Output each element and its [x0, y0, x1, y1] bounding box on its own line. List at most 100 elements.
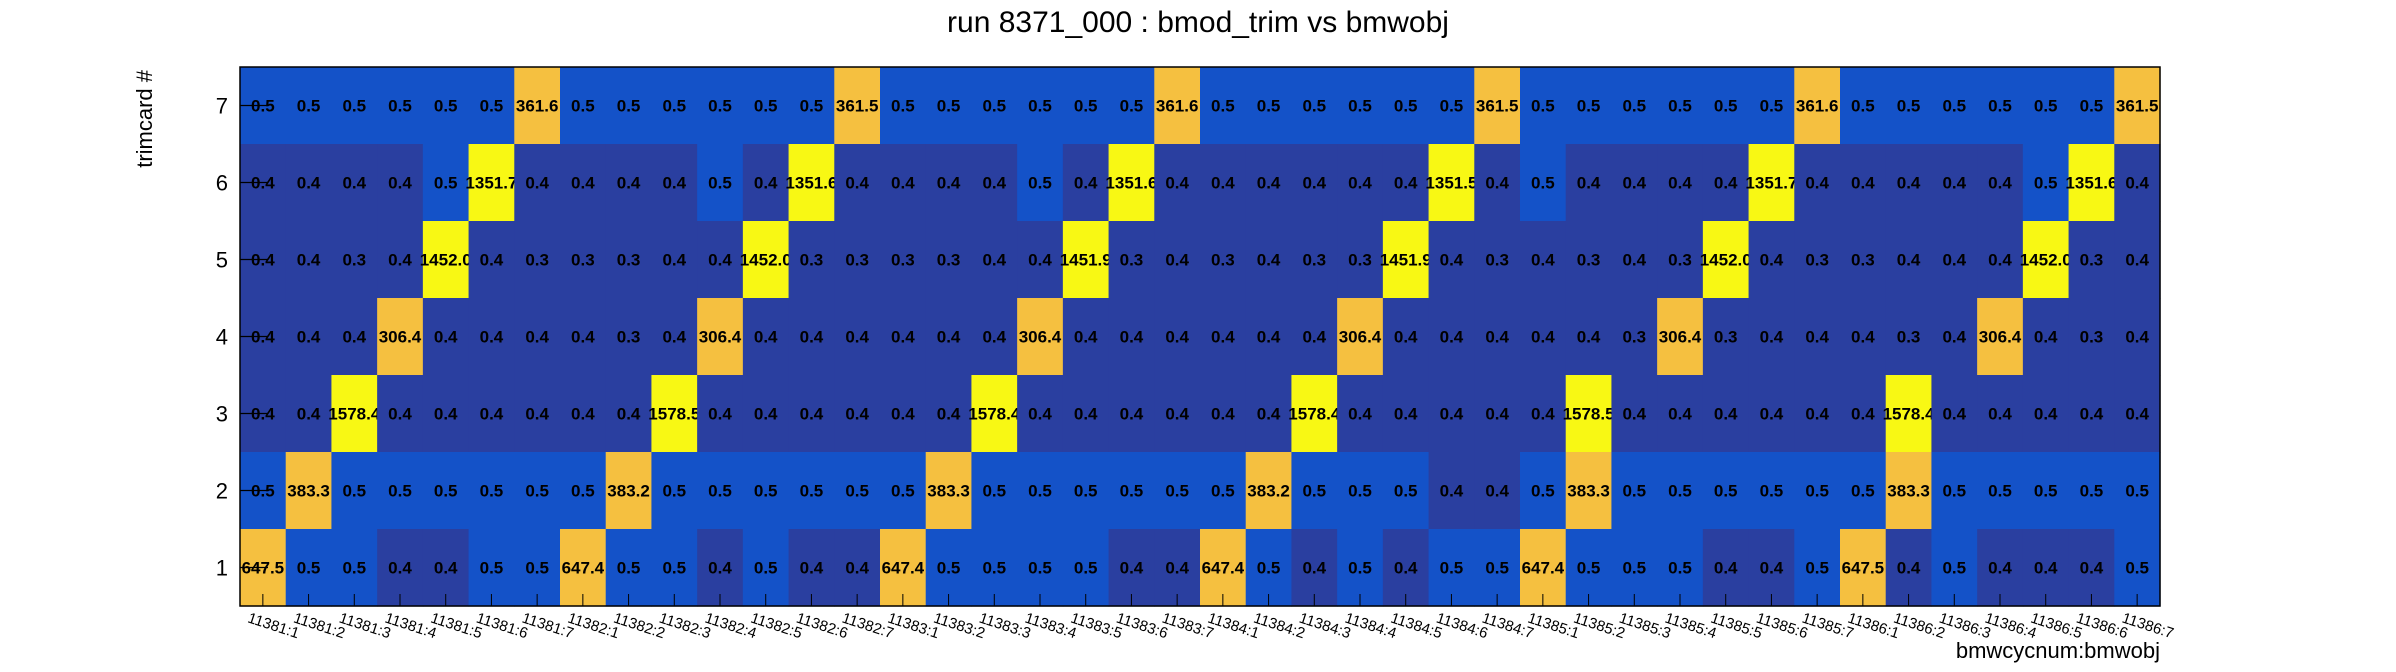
- cell-value-label: 0.5: [1211, 482, 1235, 501]
- heatmap-cell: [285, 529, 333, 607]
- cell-value-label: 0.3: [342, 251, 366, 270]
- heatmap-cell: [788, 529, 835, 607]
- cell-value-label: 0.4: [388, 251, 412, 270]
- cell-value-label: 0.4: [1257, 328, 1281, 347]
- cell-value-label: 0.5: [434, 174, 458, 193]
- cell-value-label: 0.5: [1348, 559, 1372, 578]
- cell-value-label: 0.4: [571, 174, 595, 193]
- heatmap-cell: [605, 375, 653, 453]
- cell-value-label: 0.3: [1302, 251, 1326, 270]
- cell-value-label: 0.4: [1988, 405, 2012, 424]
- cell-value-label: 0.5: [617, 97, 641, 116]
- cell-value-label: 1351.7: [1745, 174, 1797, 193]
- cell-value-label: 0.4: [891, 328, 915, 347]
- cell-value-label: 1351.6: [785, 174, 837, 193]
- heatmap-cell: [1291, 67, 1338, 145]
- heatmap-cell: [971, 298, 1018, 376]
- heatmap-cell: [1428, 375, 1475, 453]
- plot-area: 0.5 0.5 0.5 0.5 0.5 0.5 361.6 0.5 0.5 0.5 0.5 0.5 0.…: [239, 66, 2161, 607]
- heatmap-cell: [1840, 375, 1887, 453]
- cell-value-label: 0.5: [1028, 174, 1052, 193]
- cell-value-label: 0.4: [434, 559, 458, 578]
- cell-value-label: 383.3: [1567, 482, 1610, 501]
- cell-value-label: 0.5: [1257, 559, 1281, 578]
- heatmap-cell: [971, 529, 1018, 607]
- cell-value-label: 0.4: [891, 174, 915, 193]
- heatmap-cell: [2068, 67, 2115, 145]
- cell-value-label: 0.4: [1074, 174, 1098, 193]
- cell-value-label: 0.4: [1120, 405, 1144, 424]
- cell-value-label: 1578.4: [1288, 405, 1341, 424]
- cell-value-label: 0.4: [754, 405, 778, 424]
- cell-value-label: 1578.5: [1563, 405, 1615, 424]
- heatmap-cell: [377, 298, 424, 376]
- heatmap-cell: [1702, 375, 1750, 453]
- heatmap-cell: [1977, 221, 2024, 299]
- heatmap-cell: [1840, 221, 1887, 299]
- heatmap-cell: [1474, 529, 1521, 607]
- cell-value-label: 0.5: [1942, 559, 1966, 578]
- cell-value-label: 0.3: [1211, 251, 1235, 270]
- cell-value-label: 0.3: [1714, 328, 1738, 347]
- cell-value-label: 0.4: [1622, 251, 1646, 270]
- heatmap-cell: [834, 452, 881, 530]
- heatmap-cell: [788, 375, 835, 453]
- cell-value-label: 361.6: [1796, 97, 1839, 116]
- cell-value-label: 0.4: [1942, 251, 1966, 270]
- heatmap-cell: [925, 221, 973, 299]
- heatmap-cell: [605, 452, 653, 530]
- heatmap-cell: [1748, 144, 1795, 222]
- cell-value-label: 0.3: [1622, 328, 1646, 347]
- cell-value-label: 0.5: [342, 559, 366, 578]
- cell-value-label: 0.4: [1760, 328, 1784, 347]
- cell-value-label: 0.3: [1120, 251, 1144, 270]
- cell-value-label: 0.5: [1714, 97, 1738, 116]
- cell-value-label: 0.3: [1897, 328, 1921, 347]
- cell-value-label: 0.4: [1668, 174, 1692, 193]
- heatmap-cell: [1108, 144, 1155, 222]
- cell-value-label: 0.4: [1714, 559, 1738, 578]
- cell-value-label: 0.5: [1348, 97, 1372, 116]
- cell-value-label: 0.5: [1668, 559, 1692, 578]
- heatmap-cell: [651, 221, 698, 299]
- cell-value-label: 0.3: [617, 328, 641, 347]
- heatmap-cell: [560, 298, 607, 376]
- heatmap-cell: [834, 221, 881, 299]
- heatmap-cell: [1382, 452, 1430, 530]
- heatmap-cell: [1931, 529, 1978, 607]
- cell-value-label: 0.4: [754, 174, 778, 193]
- cell-value-label: 0.5: [1074, 482, 1098, 501]
- cell-value-label: 0.5: [754, 559, 778, 578]
- heatmap-cell: [1520, 452, 1567, 530]
- heatmap-cell: [468, 221, 515, 299]
- cell-value-label: 0.4: [937, 405, 961, 424]
- heatmap-cell: [1565, 144, 1613, 222]
- heatmap-cell: [2114, 375, 2161, 453]
- cell-value-label: 1351.6: [2065, 174, 2117, 193]
- cell-value-label: 647.4: [882, 559, 925, 578]
- cell-value-label: 0.5: [1440, 97, 1464, 116]
- heatmap-cell: [560, 221, 607, 299]
- cell-value-label: 306.4: [699, 328, 742, 347]
- heatmap-cell: [1611, 529, 1658, 607]
- cell-value-label: 0.4: [937, 328, 961, 347]
- heatmap-cell: [1291, 529, 1338, 607]
- heatmap-cell: [1794, 529, 1841, 607]
- cell-value-label: 1452.0: [2020, 251, 2072, 270]
- cell-value-label: 647.4: [1522, 559, 1565, 578]
- heatmap-cell: [1565, 529, 1613, 607]
- heatmap-cell: [1245, 144, 1293, 222]
- heatmap-cell: [1200, 67, 1247, 145]
- cell-value-label: 306.4: [1979, 328, 2022, 347]
- cell-value-label: 0.5: [434, 482, 458, 501]
- cell-value-label: 0.4: [708, 251, 732, 270]
- cell-value-label: 0.5: [1165, 482, 1189, 501]
- heatmap-cell: [880, 221, 927, 299]
- heatmap-cell: [1931, 452, 1978, 530]
- heatmap-cell: [1200, 529, 1247, 607]
- cell-value-label: 0.5: [1668, 97, 1692, 116]
- cell-value-label: 0.4: [2125, 328, 2149, 347]
- heatmap-cell: [1474, 144, 1521, 222]
- heatmap-cell: [2114, 298, 2161, 376]
